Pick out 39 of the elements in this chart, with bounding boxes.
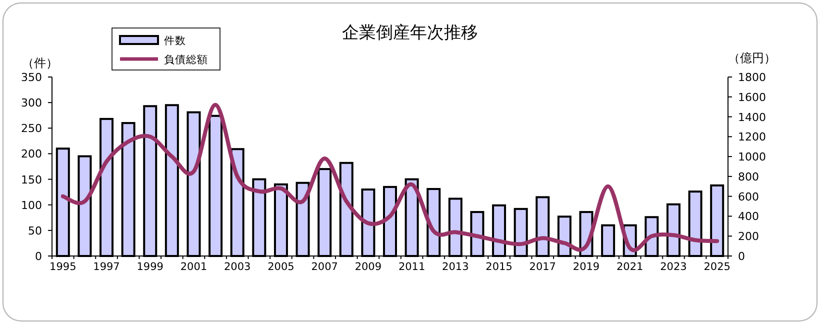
chart-title: 企業倒産年次推移	[342, 23, 478, 43]
y2-tick-label: 1600	[738, 90, 766, 104]
x-tick-label: 2005	[268, 261, 294, 273]
y-tick-label: 200	[21, 148, 42, 161]
x-tick-label: 2009	[354, 261, 382, 273]
x-tick-label: 2011	[398, 261, 426, 273]
y-tick-label: 50	[28, 224, 42, 238]
y2-tick-label: 800	[738, 170, 759, 184]
y-tick-label: 100	[21, 198, 42, 212]
y2-tick-label: 1000	[738, 150, 766, 164]
y2-tick-label: 1800	[738, 71, 766, 84]
legend-label: 負債総額	[164, 53, 208, 66]
x-tick-label: 2025	[704, 261, 730, 273]
x-tick-label: 2013	[442, 261, 469, 273]
x-tick-label: 1995	[50, 261, 76, 273]
y-tick-label: 150	[21, 173, 42, 186]
y2-tick-label: 1400	[738, 110, 766, 124]
y2-axis-title: （億円）	[728, 51, 776, 65]
x-tick-label: 2015	[486, 261, 512, 273]
x-tick-label: 1997	[93, 261, 120, 273]
legend-label: 件数	[164, 35, 186, 47]
y2-tick-label: 200	[738, 230, 759, 244]
y2-tick-label: 0	[738, 250, 745, 263]
y2-tick-label: 600	[738, 190, 759, 204]
y-tick-label: 300	[21, 96, 42, 110]
y2-tick-label: 1200	[738, 130, 766, 144]
y2-tick-label: 400	[738, 210, 759, 224]
x-tick-label: 2007	[311, 261, 338, 273]
x-tick-label: 2001	[180, 261, 208, 273]
y-tick-label: 250	[21, 122, 42, 136]
x-tick-label: 2023	[660, 261, 687, 273]
y-axis-title: （件）	[22, 56, 58, 70]
y-tick-label: 350	[21, 71, 42, 84]
y-tick-label: 0	[35, 250, 42, 263]
x-tick-label: 2019	[572, 261, 600, 273]
x-tick-label: 2017	[529, 261, 556, 273]
x-tick-label: 2021	[616, 261, 644, 273]
x-tick-label: 2003	[224, 261, 251, 273]
x-tick-label: 1999	[136, 261, 164, 273]
